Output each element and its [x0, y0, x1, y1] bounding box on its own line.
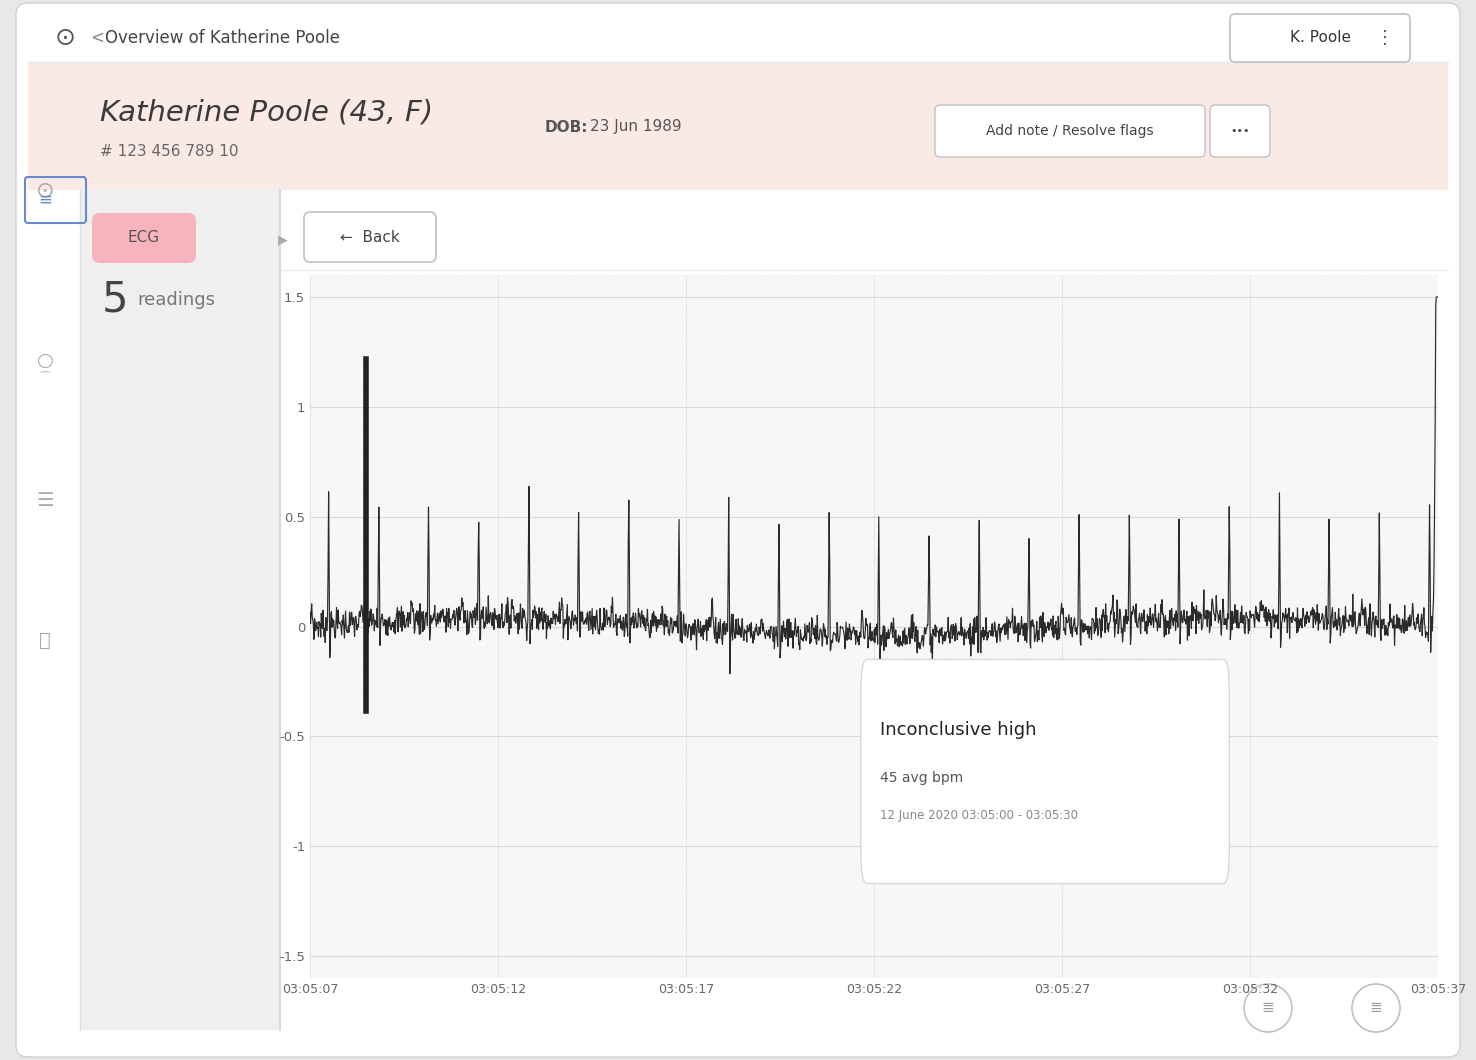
- Text: ≡: ≡: [38, 191, 52, 209]
- Text: Add note / Resolve flags: Add note / Resolve flags: [986, 124, 1154, 138]
- Text: readings: readings: [137, 292, 215, 310]
- FancyBboxPatch shape: [1210, 105, 1269, 157]
- Text: ▶: ▶: [277, 233, 288, 247]
- Bar: [28, 61, 1448, 190]
- Text: Inconclusive high: Inconclusive high: [880, 721, 1036, 739]
- Text: # 123 456 789 10: # 123 456 789 10: [100, 144, 239, 159]
- Bar: [80, 190, 280, 1030]
- Text: 12 June 2020 03:05:00 - 03:05:30: 12 June 2020 03:05:00 - 03:05:30: [880, 809, 1077, 822]
- Text: ⁀: ⁀: [40, 373, 50, 383]
- Text: ⊙: ⊙: [35, 180, 55, 200]
- FancyBboxPatch shape: [861, 659, 1230, 884]
- Text: K. Poole: K. Poole: [1290, 31, 1351, 46]
- Text: ⊙: ⊙: [55, 26, 75, 50]
- Text: Overview of Katherine Poole: Overview of Katherine Poole: [105, 29, 339, 47]
- Bar: [280, 190, 1448, 1030]
- Text: •••: •••: [1231, 126, 1250, 136]
- FancyBboxPatch shape: [16, 3, 1460, 1057]
- FancyBboxPatch shape: [92, 213, 196, 263]
- Text: ⛹: ⛹: [40, 631, 50, 650]
- Text: DOB:: DOB:: [545, 120, 589, 135]
- FancyBboxPatch shape: [304, 212, 435, 262]
- Text: 5: 5: [102, 279, 128, 321]
- FancyBboxPatch shape: [934, 105, 1204, 157]
- Text: Katherine Poole (43, F): Katherine Poole (43, F): [100, 98, 432, 126]
- Text: <: <: [90, 29, 103, 47]
- Text: 23 Jun 1989: 23 Jun 1989: [590, 120, 682, 135]
- Text: ⋮: ⋮: [1376, 29, 1393, 47]
- Text: ≣: ≣: [1262, 1001, 1274, 1015]
- Text: ≣: ≣: [1370, 1001, 1383, 1015]
- Text: ○: ○: [37, 351, 53, 370]
- Text: ☰: ☰: [37, 491, 53, 510]
- FancyBboxPatch shape: [1230, 14, 1410, 61]
- Text: ECG: ECG: [128, 230, 159, 246]
- Text: 45 avg bpm: 45 avg bpm: [880, 772, 962, 785]
- Text: ←  Back: ← Back: [339, 230, 400, 245]
